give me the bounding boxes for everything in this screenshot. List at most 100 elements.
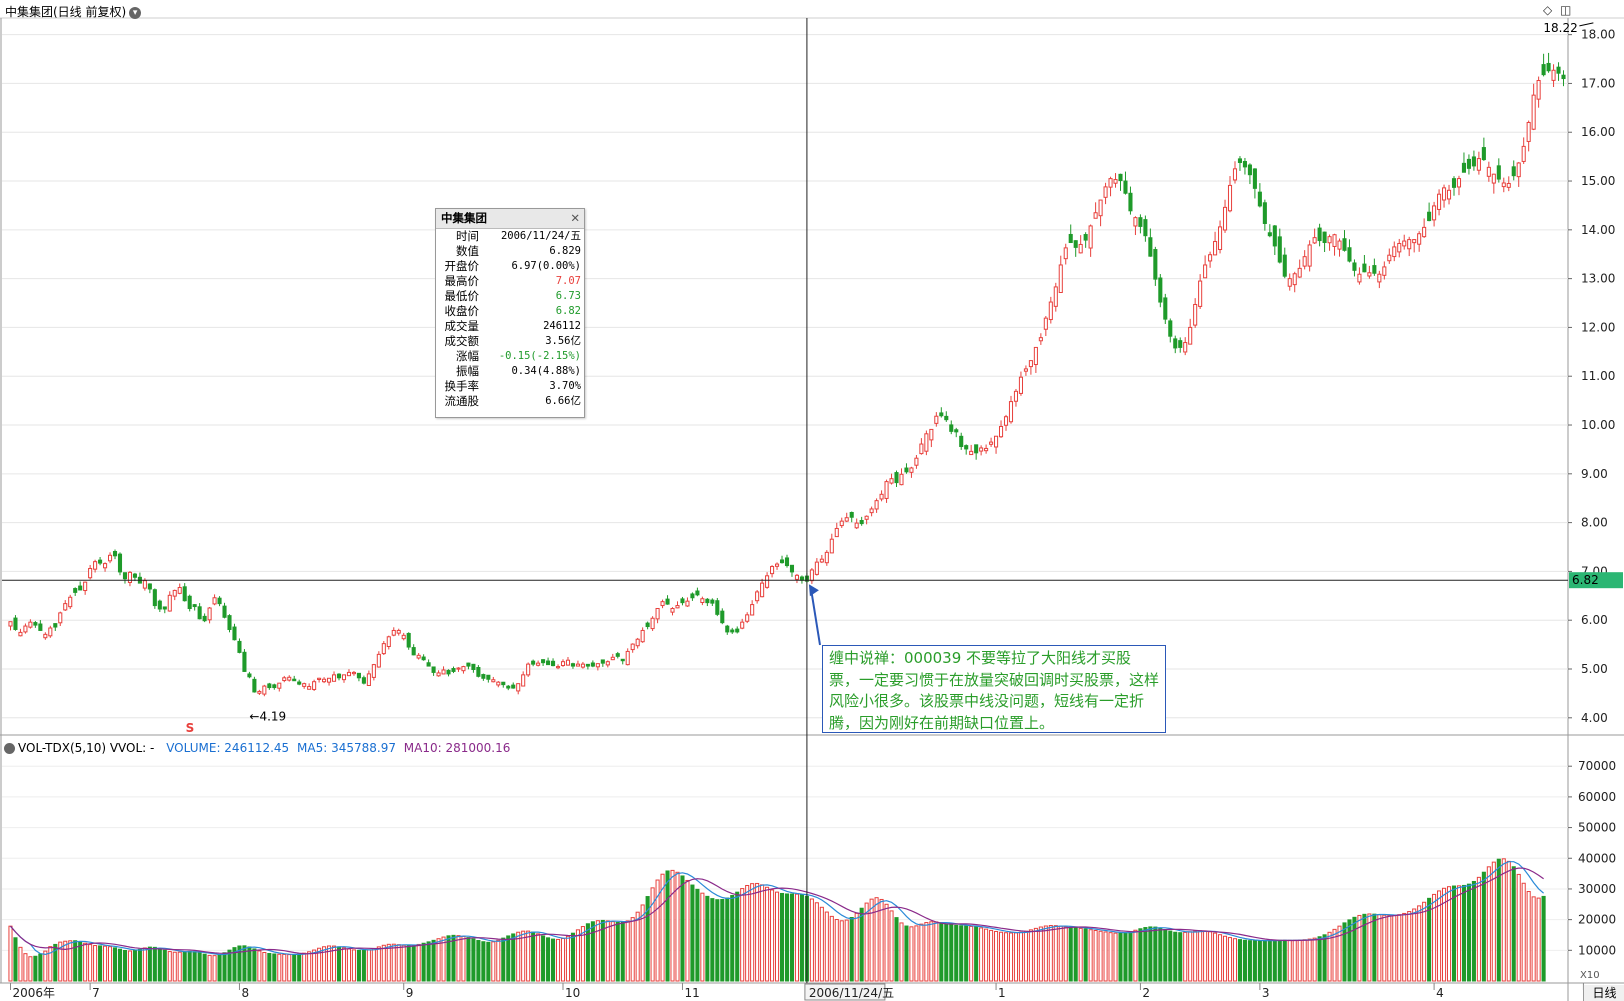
volume-bar	[884, 903, 889, 982]
volume-bar	[8, 925, 13, 982]
candle-body	[1526, 121, 1531, 142]
candle-body	[341, 674, 347, 681]
candle	[436, 670, 441, 677]
volume-bar	[98, 945, 103, 982]
candle-body	[1098, 199, 1103, 217]
candle	[1531, 83, 1536, 131]
candle	[720, 608, 725, 625]
volume-bar	[456, 935, 461, 982]
annotation-note[interactable]: 缠中说禅：000039 不要等拉了大阳线才买股票，一定要习惯于在放量突破回调时买…	[822, 645, 1166, 733]
diamond-icon[interactable]: ◇	[1543, 3, 1553, 17]
candle	[411, 644, 416, 656]
candle-body	[725, 625, 730, 633]
vol-ma10-label: MA10: 281000.16	[403, 741, 511, 755]
volume-bar	[506, 935, 511, 982]
volume-bar	[1516, 873, 1521, 982]
candle	[1412, 239, 1417, 253]
volume-bar	[635, 911, 640, 982]
volume-bar	[1247, 940, 1252, 982]
crosshair-price-tag	[1569, 572, 1623, 589]
candle-body	[740, 621, 745, 629]
candle	[770, 565, 775, 578]
candle	[232, 623, 237, 641]
chevron-down-icon[interactable]	[4, 743, 15, 754]
volume-bar	[1123, 932, 1128, 982]
candle-body	[1023, 368, 1028, 372]
candle-body	[376, 653, 381, 668]
volume-bar	[142, 947, 147, 982]
volume-bar-series[interactable]	[8, 858, 1546, 982]
candle	[182, 583, 187, 602]
candle-body	[1486, 166, 1491, 177]
chevron-down-icon[interactable]: ▾	[129, 6, 142, 19]
candle-body	[964, 445, 969, 450]
volume-bar	[262, 952, 267, 982]
chart-title-text: 中集集团(日线 前复权)	[5, 5, 127, 19]
candle	[8, 621, 13, 631]
candle-body	[1377, 273, 1382, 283]
candle	[1407, 236, 1412, 257]
candle-body	[476, 666, 481, 677]
volume-bar	[1213, 932, 1218, 982]
volume-bar	[874, 897, 879, 982]
candle	[1178, 337, 1183, 353]
period-tab[interactable]: 日线	[1583, 985, 1624, 1001]
candle	[302, 682, 307, 689]
candle-body	[1501, 182, 1506, 188]
volume-bar	[869, 898, 874, 982]
candle	[560, 659, 566, 667]
volume-bar	[252, 948, 257, 982]
window-icon[interactable]: ◫	[1560, 3, 1572, 17]
volume-bar	[794, 893, 799, 982]
close-icon[interactable]: ✕	[570, 211, 580, 225]
candle-body	[1158, 277, 1163, 303]
price-tick-label: 17.00	[1581, 76, 1615, 90]
candle-body	[351, 671, 356, 675]
candle-body	[237, 640, 242, 653]
candle-body	[451, 668, 456, 672]
note-text: 缠中说禅：000039 不要等拉了大阳线才买股票，一定要习惯于在放量突破回调时买…	[829, 649, 1160, 732]
high-price-pointer	[1579, 22, 1594, 27]
volume-bar	[1183, 931, 1188, 982]
candle-body	[929, 428, 934, 441]
volume-bar	[546, 937, 551, 982]
candle-body	[1506, 182, 1511, 188]
volume-bar	[750, 883, 755, 982]
candle	[1222, 199, 1228, 233]
candle-body	[217, 597, 222, 605]
candle	[1213, 231, 1218, 256]
candle-body	[1213, 241, 1218, 256]
volume-bar	[481, 941, 486, 982]
tooltip-rows: 时间 2006/11/24/五 数值 6.829 开盘价 6.97(0.00%) 最高价 7.…	[436, 229, 584, 409]
volume-bar	[580, 926, 585, 982]
candle-body	[521, 674, 526, 687]
volume-bar	[1511, 866, 1516, 982]
candle	[635, 637, 640, 649]
volume-bar	[655, 879, 660, 982]
candle-body	[262, 685, 267, 695]
candle-body	[526, 663, 531, 676]
candle-body	[207, 607, 212, 621]
candlestick-series[interactable]	[8, 52, 1566, 697]
candle	[1232, 161, 1238, 184]
candle-body	[959, 435, 964, 447]
candle-body	[1138, 217, 1143, 227]
candle	[88, 564, 93, 580]
tooltip-row-label: 涨幅	[456, 349, 479, 363]
volume-bar	[297, 953, 302, 982]
candle-body	[18, 631, 23, 637]
data-tooltip-panel[interactable]: 中集集团 ✕ 时间 2006/11/24/五 数值 6.829 开盘价 6.97(0.00%…	[435, 208, 585, 418]
candle	[1242, 157, 1247, 175]
candle	[834, 522, 839, 538]
candle	[1078, 235, 1083, 254]
tooltip-row: 振幅 0.34(4.88%)	[436, 364, 584, 379]
candle	[361, 675, 366, 685]
volume-bar	[909, 926, 914, 982]
price-tick-label: 6.00	[1581, 613, 1608, 627]
candle-body	[655, 607, 660, 620]
volume-bar	[555, 938, 561, 982]
candle-body	[1267, 232, 1272, 237]
volume-bar	[117, 948, 123, 982]
volume-bar	[1422, 901, 1427, 982]
